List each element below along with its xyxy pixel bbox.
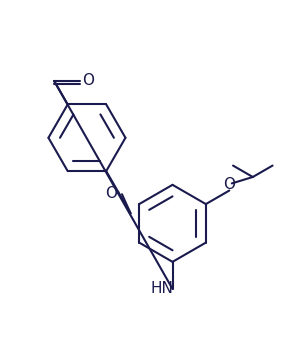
Text: O: O xyxy=(105,186,117,201)
Text: HN: HN xyxy=(150,281,173,295)
Text: O: O xyxy=(223,177,235,192)
Text: O: O xyxy=(82,74,94,88)
